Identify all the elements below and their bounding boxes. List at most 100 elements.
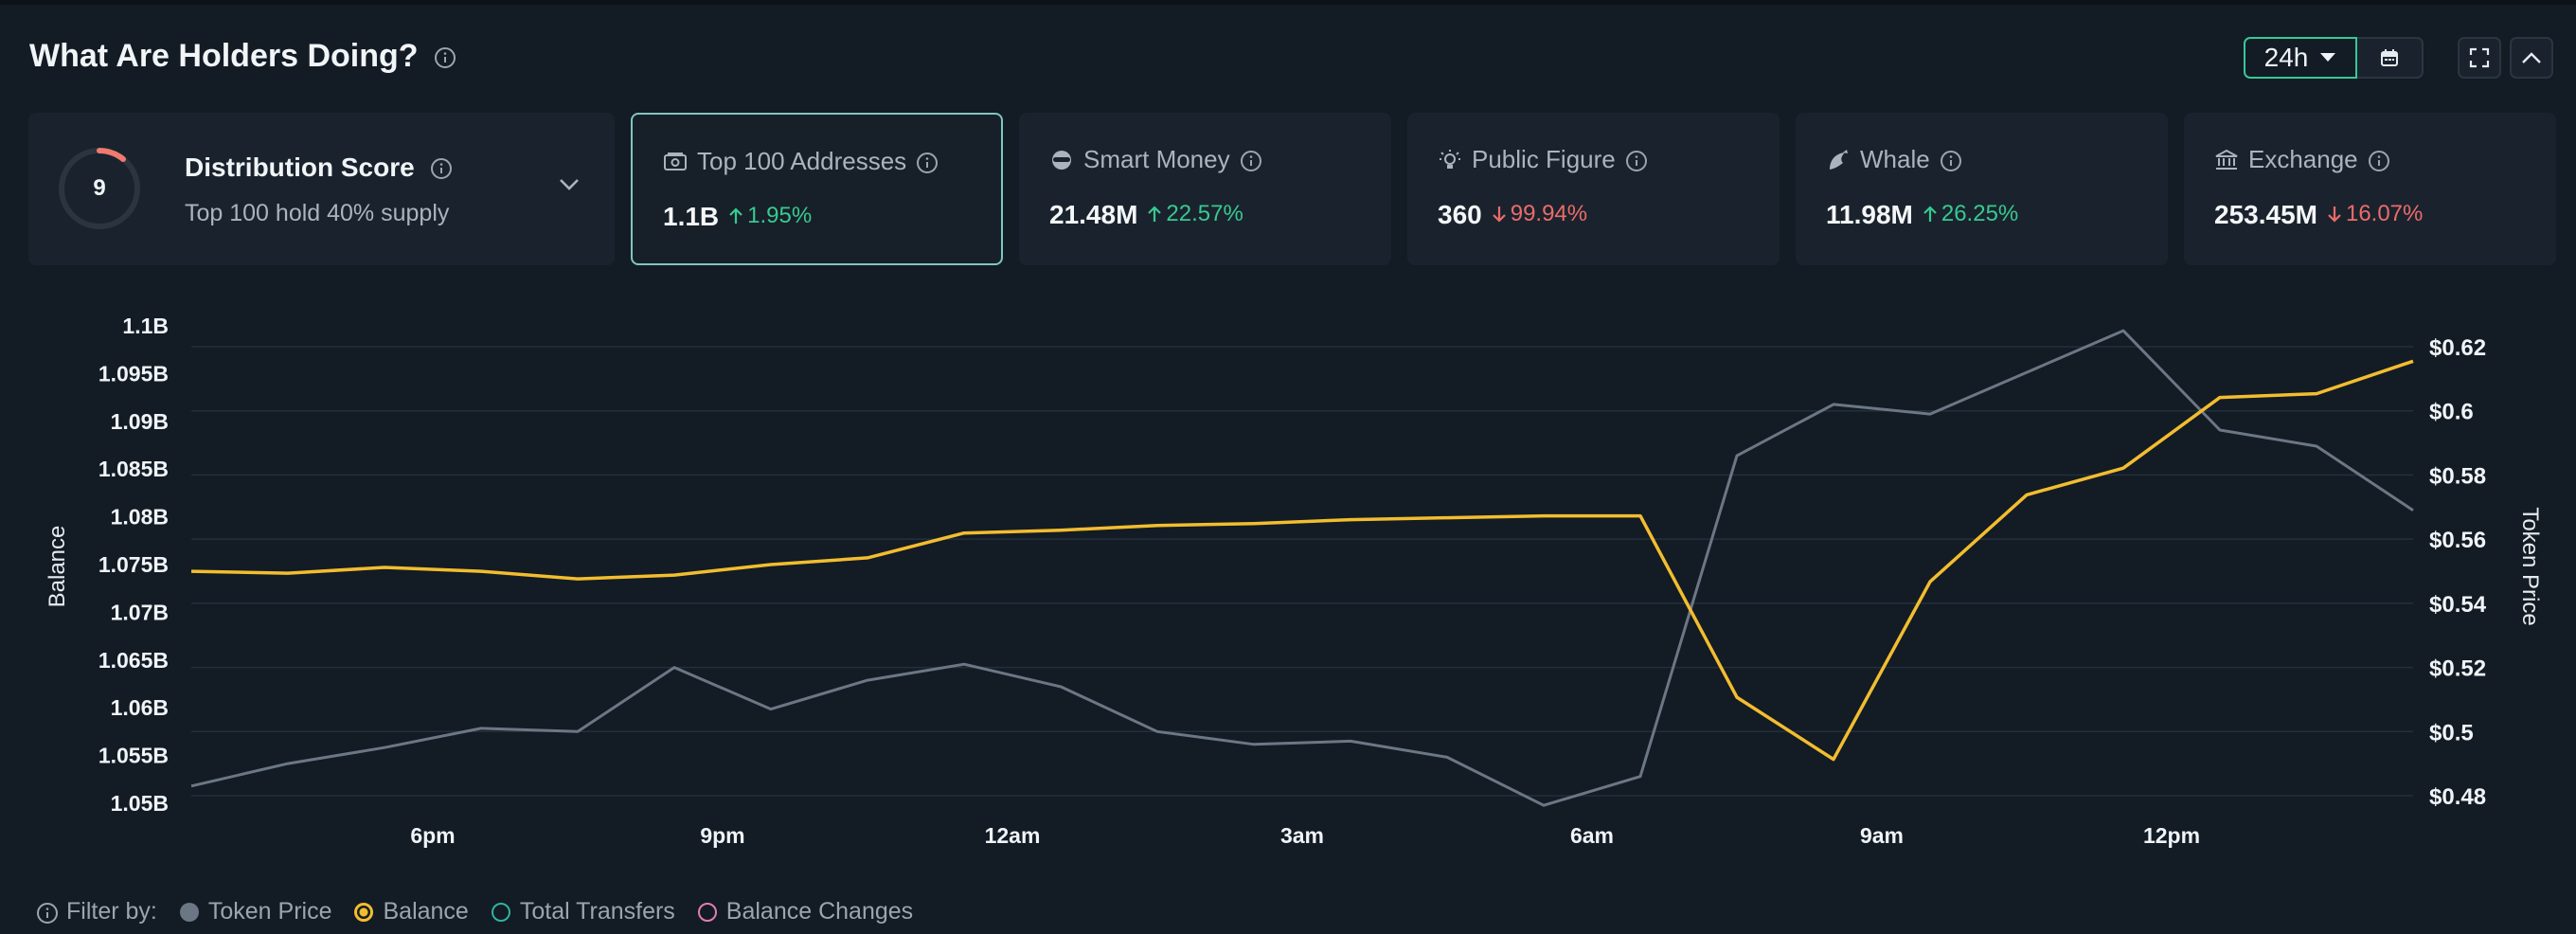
distribution-title: Distribution Score (185, 153, 415, 182)
chevron-down-icon[interactable] (558, 177, 581, 192)
card-delta-value: 16.07% (2345, 201, 2424, 226)
card-label: Exchange (2248, 145, 2358, 173)
card-value-row: 11.98M 26.25% (1826, 200, 2018, 230)
card-label: Top 100 Addresses (697, 147, 907, 175)
token-price-series-line (190, 329, 2414, 807)
right-axis-title: Token Price (2517, 507, 2543, 625)
card-delta: 1.95% (728, 203, 812, 229)
left-axis-tick-label: 1.07B (111, 600, 169, 624)
chevron-up-icon (2522, 52, 2541, 63)
card-whale[interactable]: Whale 11.98M 26.25% (1796, 113, 2168, 265)
legend-item-token-price[interactable]: Token Price (179, 898, 331, 925)
info-icon[interactable] (430, 157, 452, 179)
x-axis-tick-label: 6am (1570, 823, 1614, 848)
wallet-icon (664, 152, 687, 171)
lightbulb-icon (1440, 149, 1460, 169)
legend-swatch (697, 902, 717, 922)
chart-legend: Filter by: Token Price Balance Total Tra… (36, 898, 936, 925)
legend-swatch (354, 902, 374, 922)
whale-icon (1830, 149, 1848, 170)
collapse-button[interactable] (2510, 37, 2553, 79)
page-title: What Are Holders Doing? (29, 38, 419, 74)
card-delta-value: 22.57% (1166, 201, 1243, 226)
left-axis-tick-label: 1.085B (98, 457, 169, 481)
page-title-wrap: What Are Holders Doing? (29, 38, 456, 75)
info-icon[interactable] (1940, 150, 1961, 171)
card-value: 1.1B (663, 202, 720, 231)
calendar-button[interactable] (2357, 37, 2424, 79)
holders-balance-chart[interactable]: $0.62 $0.6 $0.58 $0.56 $0.54 $0.52 $0.5 $0.48 1.… (0, 284, 2576, 853)
right-axis-tick-label: $0.48 (2429, 784, 2486, 810)
card-delta-value: 26.25% (1941, 201, 2019, 226)
filter-label-text: Filter by: (66, 898, 157, 925)
distribution-title-wrap: Distribution Score (185, 153, 452, 183)
x-axis-tick-label: 12am (985, 823, 1041, 848)
left-axis-tick-label: 1.1B (122, 314, 169, 338)
card-value-row: 1.1B 1.95% (663, 202, 812, 232)
x-axis-tick-label: 6pm (410, 823, 455, 848)
card-label: Public Figure (1472, 145, 1616, 173)
card-value: 253.45M (2214, 200, 2317, 229)
right-axis-tick-label: $0.5 (2429, 720, 2474, 745)
distribution-score-card[interactable]: 9 Distribution Score Top 100 hold 40% su… (28, 113, 615, 265)
card-delta: 16.07% (2327, 201, 2423, 227)
legend-label: Balance (383, 898, 469, 925)
right-axis-tick-label: $0.52 (2429, 656, 2486, 682)
card-value-row: 253.45M 16.07% (2214, 200, 2423, 230)
card-delta-value: 1.95% (747, 203, 813, 228)
card-value: 21.48M (1049, 200, 1138, 229)
card-label-row: Public Figure (1438, 145, 1647, 174)
card-delta: 99.94% (1492, 201, 1587, 227)
left-axis-tick-label: 1.065B (98, 648, 169, 673)
left-axis-tick-label: 1.095B (98, 361, 169, 386)
time-range-dropdown[interactable]: 24h (2244, 37, 2357, 79)
card-value-row: 360 99.94% (1438, 200, 1587, 230)
card-delta-value: 99.94% (1510, 201, 1588, 226)
time-range-value: 24h (2263, 43, 2309, 72)
info-icon[interactable] (916, 152, 939, 173)
card-value-row: 21.48M 22.57% (1049, 200, 1243, 230)
score-ring (59, 148, 140, 229)
card-public-figure[interactable]: Public Figure 360 99.94% (1407, 113, 1780, 265)
caret-down-icon (2320, 53, 2336, 62)
card-smart-money[interactable]: Smart Money 21.48M 22.57% (1019, 113, 1391, 265)
card-label-row: Smart Money (1049, 145, 1261, 174)
x-axis-tick-label: 12pm (2143, 823, 2200, 848)
info-icon[interactable] (1625, 150, 1647, 171)
left-axis-tick-label: 1.06B (111, 695, 169, 720)
info-icon[interactable] (36, 902, 58, 924)
card-top-100-addresses[interactable]: Top 100 Addresses 1.1B 1.95% (631, 113, 1003, 265)
left-axis-tick-label: 1.05B (111, 791, 169, 816)
card-label: Whale (1860, 145, 1930, 173)
card-label-row: Whale (1826, 145, 1961, 174)
fullscreen-button[interactable] (2458, 37, 2501, 79)
card-label-row: Top 100 Addresses (663, 147, 939, 176)
left-axis-tick-label: 1.08B (111, 505, 169, 530)
info-icon[interactable] (2368, 150, 2389, 171)
info-icon[interactable] (434, 46, 456, 68)
legend-item-balance-changes[interactable]: Balance Changes (697, 898, 914, 925)
arrow-up-icon (1923, 206, 1937, 222)
legend-label: Total Transfers (519, 898, 675, 925)
legend-label: Balance Changes (725, 898, 914, 925)
card-exchange[interactable]: Exchange 253.45M 16.07% (2184, 113, 2556, 265)
card-delta: 22.57% (1147, 201, 1243, 227)
distribution-score-value: 9 (93, 175, 106, 201)
arrow-down-icon (1492, 207, 1506, 223)
right-axis-tick-label: $0.56 (2429, 528, 2486, 553)
card-delta: 26.25% (1923, 201, 2018, 227)
balance-series-line (190, 359, 2414, 762)
info-icon[interactable] (1240, 150, 1261, 171)
arrow-up-icon (1148, 206, 1162, 222)
left-axis-tick-label: 1.09B (111, 409, 169, 434)
x-axis-tick-label: 9pm (700, 823, 744, 848)
card-value: 11.98M (1826, 200, 1913, 229)
expand-icon (2469, 47, 2490, 68)
right-axis-tick-label: $0.6 (2429, 400, 2474, 425)
x-axis-tick-label: 9am (1860, 823, 1904, 848)
legend-item-total-transfers[interactable]: Total Transfers (491, 898, 675, 925)
arrow-down-icon (2328, 207, 2341, 223)
mask-icon (1052, 150, 1071, 170)
right-axis-tick-label: $0.62 (2429, 335, 2486, 361)
legend-item-balance[interactable]: Balance (354, 898, 469, 925)
